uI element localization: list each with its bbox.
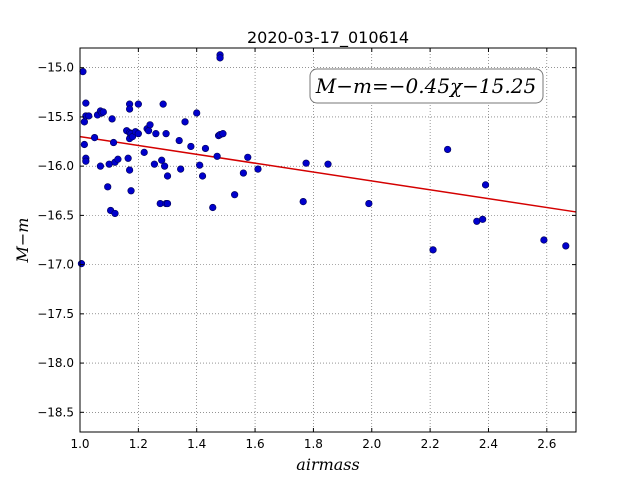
y-axis-ticks: −15.0 −15.5 −16.0 −16.5 −17.0 −17.5 −18.0 −18.5: [37, 61, 576, 419]
chart-title: 2020-03-17_010614: [247, 28, 409, 48]
data-point: [163, 199, 172, 208]
y-axis-label: M−m: [13, 218, 32, 264]
data-point: [198, 172, 207, 180]
fit-equation-frame: [309, 68, 544, 104]
data-point: [90, 134, 99, 142]
data-point: [193, 109, 201, 117]
data-point: [540, 236, 548, 244]
data-point: [158, 156, 166, 164]
data-point: [114, 155, 122, 163]
data-point: [365, 199, 373, 208]
data-point: [324, 160, 332, 168]
data-point: [134, 100, 142, 108]
x-tick-label: 1.8: [304, 437, 323, 451]
fit-line-group: [79, 135, 577, 213]
data-point: [77, 260, 86, 268]
fit-line: [79, 135, 577, 213]
x-tick-label: 1.4: [187, 437, 206, 451]
fit-equation-label: M−m=−0.45χ−15.25: [315, 74, 536, 98]
data-point: [150, 160, 158, 168]
data-point: [196, 161, 204, 169]
data-point: [126, 166, 134, 174]
data-point: [85, 112, 93, 120]
data-points: [77, 51, 570, 268]
data-point: [481, 181, 490, 189]
fit-equation-box: M−m=−0.45χ−15.25: [309, 68, 544, 104]
x-tick-label: 1.2: [129, 437, 148, 451]
data-point: [134, 130, 142, 138]
data-point: [82, 99, 90, 107]
data-point: [161, 162, 169, 170]
x-tick-label: 2.4: [479, 437, 498, 451]
y-tick-label: −18.5: [37, 405, 74, 419]
x-axis-label: airmass: [296, 455, 359, 474]
x-axis-ticks: 1.0 1.2 1.4 1.6 1.8 2.0 2.2 2.4 2.6: [70, 48, 556, 451]
data-point: [181, 118, 189, 126]
data-point: [299, 198, 307, 206]
y-tick-label: −15.5: [37, 110, 74, 124]
data-point: [80, 140, 88, 149]
x-tick-label: 2.2: [421, 437, 440, 451]
data-point: [111, 209, 119, 218]
data-point: [209, 203, 217, 212]
x-tick-label: 2.0: [362, 437, 381, 451]
data-point: [126, 105, 134, 113]
data-point: [213, 152, 221, 160]
data-point: [140, 148, 148, 156]
data-point: [219, 130, 227, 138]
data-point: [109, 138, 118, 147]
y-tick-label: −16.0: [37, 159, 74, 173]
data-point: [124, 154, 132, 162]
data-point: [201, 144, 210, 153]
data-point: [244, 153, 252, 161]
x-tick-label: 1.0: [70, 437, 89, 451]
data-point: [82, 157, 90, 165]
data-point: [479, 215, 487, 223]
data-point: [562, 242, 570, 250]
y-tick-label: −16.5: [37, 208, 74, 222]
y-tick-label: −17.5: [37, 307, 74, 321]
data-point: [444, 145, 452, 154]
data-point: [162, 130, 170, 138]
data-point: [159, 100, 167, 108]
data-point: [79, 68, 87, 76]
data-point: [99, 108, 107, 116]
data-point: [152, 130, 160, 138]
data-point: [175, 136, 183, 145]
data-point: [187, 142, 195, 151]
data-point: [80, 118, 88, 126]
data-point: [231, 191, 239, 199]
plot-frame: [79, 47, 577, 433]
x-tick-label: 2.6: [537, 437, 556, 451]
data-point: [96, 162, 105, 170]
data-point: [108, 115, 116, 123]
data-point: [163, 172, 172, 180]
data-point: [104, 183, 112, 191]
y-tick-label: −18.0: [37, 356, 74, 370]
data-point: [239, 169, 247, 177]
data-point: [144, 127, 153, 135]
data-point: [216, 54, 224, 62]
data-point: [429, 246, 437, 254]
data-point: [302, 159, 310, 167]
x-tick-label: 1.6: [246, 437, 265, 451]
y-tick-label: −17.0: [37, 258, 74, 272]
data-point: [127, 187, 135, 195]
y-tick-label: −15.0: [37, 61, 74, 75]
data-point: [146, 121, 154, 129]
data-point: [177, 165, 185, 173]
data-point: [254, 165, 262, 173]
